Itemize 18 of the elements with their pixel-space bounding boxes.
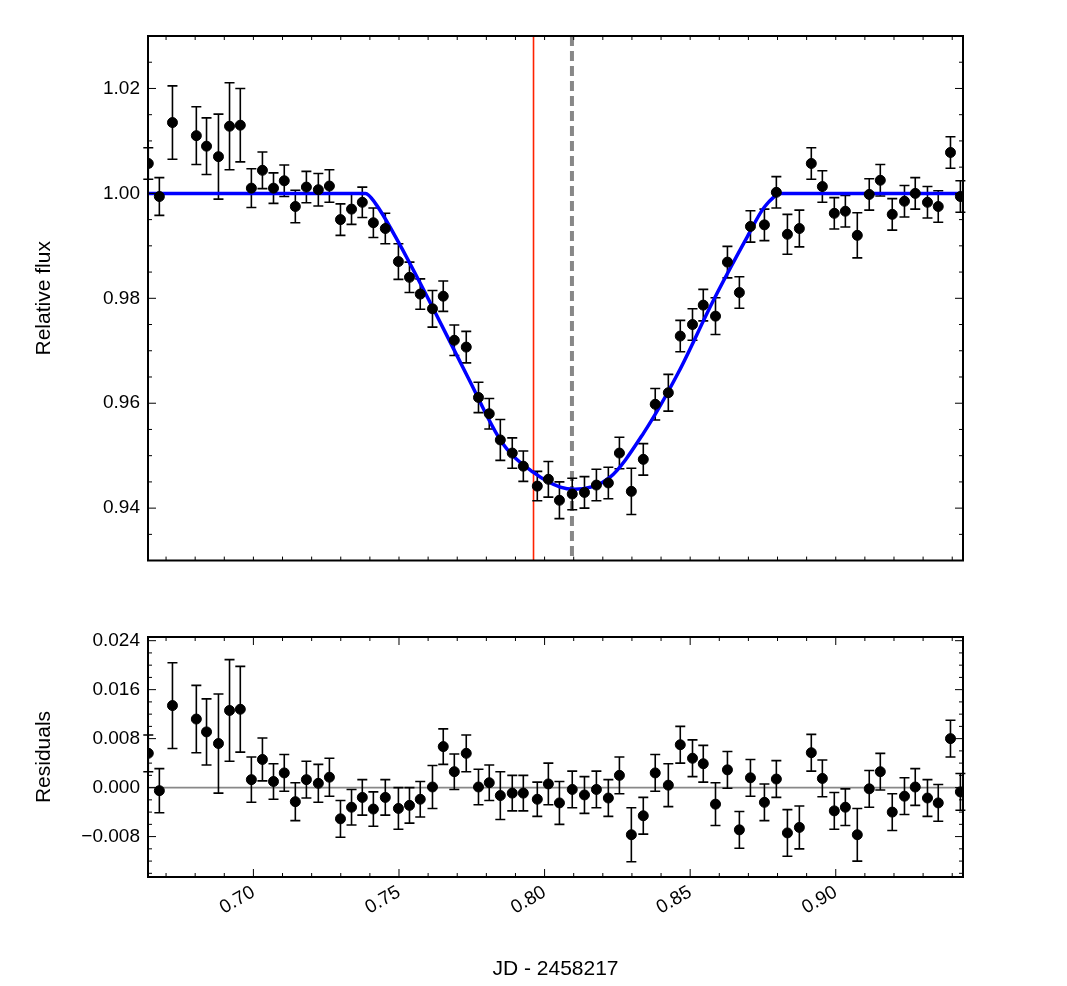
y-tick-label: 0.008 xyxy=(92,726,140,748)
y-tick-label: 0.96 xyxy=(103,391,140,413)
y-tick-label: 0.94 xyxy=(103,496,141,518)
y-tick-label: −0.008 xyxy=(81,824,140,846)
x-tick-label: 0.85 xyxy=(652,880,695,918)
x-tick-label: 0.70 xyxy=(215,880,259,918)
y-axis-title: Residuals xyxy=(31,710,55,804)
x-axis-title: JD - 2458217 xyxy=(492,956,619,980)
x-tick-label: 0.80 xyxy=(506,880,550,918)
y-tick-label: 0.000 xyxy=(92,775,140,797)
y-tick-label: 1.00 xyxy=(103,181,140,203)
y-tick-label: 1.02 xyxy=(103,76,140,98)
x-tick-label: 0.90 xyxy=(797,880,841,918)
y-tick-label: 0.024 xyxy=(92,628,141,650)
y-tick-label: 0.016 xyxy=(92,677,140,699)
y-tick-label: 0.98 xyxy=(103,286,140,308)
y-axis-title: Relative flux xyxy=(31,240,55,356)
x-tick-label: 0.75 xyxy=(361,880,404,918)
